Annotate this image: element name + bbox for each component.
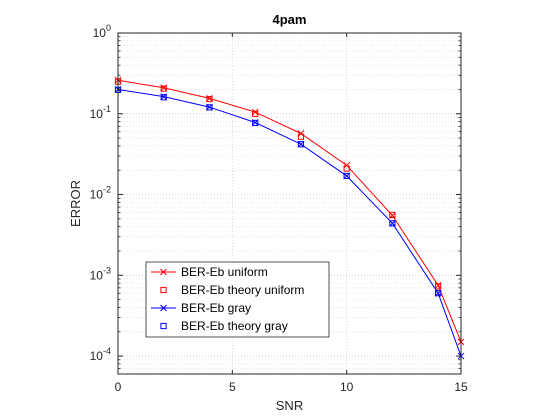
- data-point: [297, 133, 305, 140]
- y-tick-label: 10-4: [90, 346, 111, 363]
- data-point: [343, 165, 350, 172]
- data-point: [206, 104, 213, 111]
- data-point: [434, 289, 442, 297]
- y-axis-label: ERROR: [68, 180, 83, 227]
- legend-label: BER-Eb uniform: [181, 265, 268, 279]
- x-tick-label: 15: [454, 380, 468, 394]
- x-tick-label: 5: [229, 380, 236, 394]
- legend-item: BER-Eb theory uniform: [160, 283, 304, 297]
- data-point: [297, 140, 305, 148]
- data-point: [389, 220, 396, 227]
- data-point: [297, 130, 305, 137]
- data-point: [297, 141, 305, 148]
- x-tick-label: 10: [340, 380, 354, 394]
- y-tick-label: 10-1: [90, 104, 111, 121]
- legend: BER-Eb uniform BER-Eb theory uniform BER-E…: [145, 261, 330, 338]
- data-point: [343, 161, 351, 169]
- data-point: [252, 119, 259, 127]
- data-point: [343, 172, 351, 180]
- legend-marker: [160, 286, 167, 294]
- legend-marker: [160, 268, 167, 276]
- legend-item: BER-Eb theory gray: [160, 319, 288, 333]
- data-point: [206, 95, 213, 103]
- legend-label: BER-Eb theory gray: [181, 319, 288, 333]
- ticks: 0 5 10 15 100 10-1 10-2 10-3 10-4: [90, 23, 468, 394]
- series-layer: [114, 76, 465, 360]
- y-tick-label: 100: [93, 23, 111, 40]
- data-point: [251, 108, 259, 116]
- legend-label: BER-Eb gray: [181, 301, 251, 315]
- legend-label: BER-Eb theory uniform: [181, 283, 304, 297]
- data-point: [160, 85, 167, 92]
- data-point: [435, 290, 442, 297]
- y-tick-label: 10-3: [90, 265, 111, 282]
- data-point: [343, 172, 350, 180]
- data-point: [389, 219, 396, 227]
- x-axis-label: SNR: [276, 398, 303, 413]
- legend-item: BER-Eb uniform: [151, 265, 268, 279]
- data-point: [435, 283, 442, 290]
- legend-item: BER-Eb gray: [151, 301, 251, 315]
- legend-marker: [160, 322, 167, 330]
- chart-title: 4pam: [273, 12, 307, 27]
- data-point: [389, 211, 396, 218]
- legend-marker: [160, 304, 167, 312]
- data-point: [160, 94, 167, 101]
- legend-box: [145, 261, 330, 338]
- y-tick-label: 10-2: [90, 185, 111, 202]
- x-tick-label: 0: [115, 380, 122, 394]
- axes-box: [117, 32, 462, 375]
- data-point: [252, 110, 259, 117]
